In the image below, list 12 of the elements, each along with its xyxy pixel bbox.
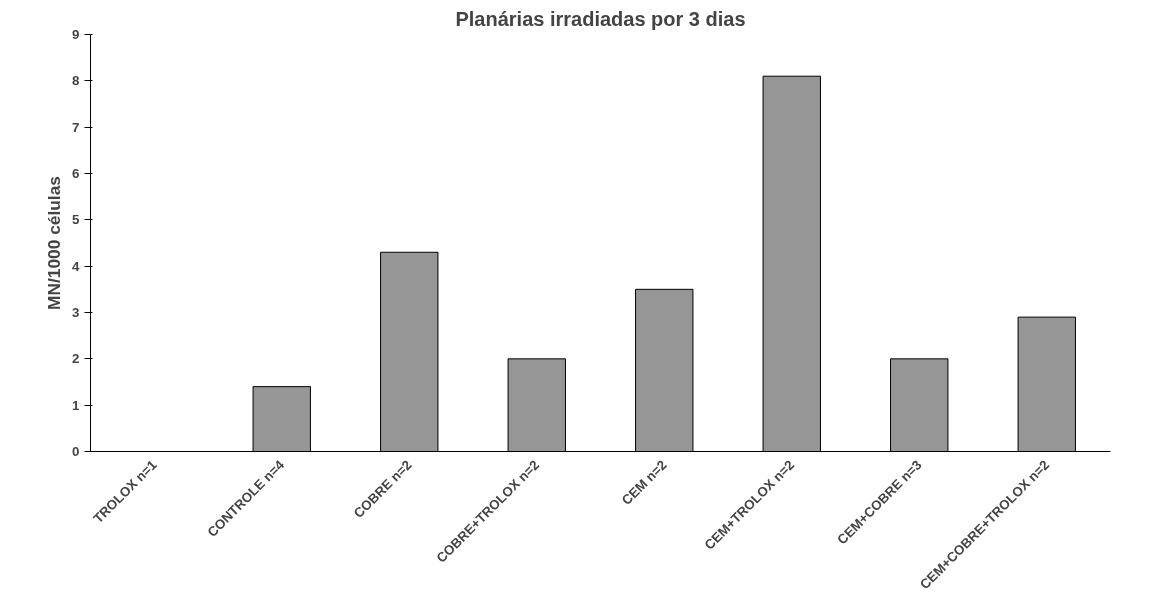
y-tick-label: 5 [72,212,81,228]
chart-title: Planárias irradiadas por 3 dias [455,7,746,30]
y-axis-title: MN/1000 células [44,176,65,310]
y-tick-label: 2 [72,351,80,367]
y-tick-label: 8 [72,73,80,89]
y-tick-label: 0 [72,444,80,459]
y-tick-label: 4 [72,258,81,274]
y-tick-label: 1 [72,397,81,413]
y-tick-label: 7 [72,119,80,135]
y-tick-label: 6 [72,166,80,181]
y-tick-label: 9 [72,27,80,42]
y-tick-label: 3 [72,305,80,320]
